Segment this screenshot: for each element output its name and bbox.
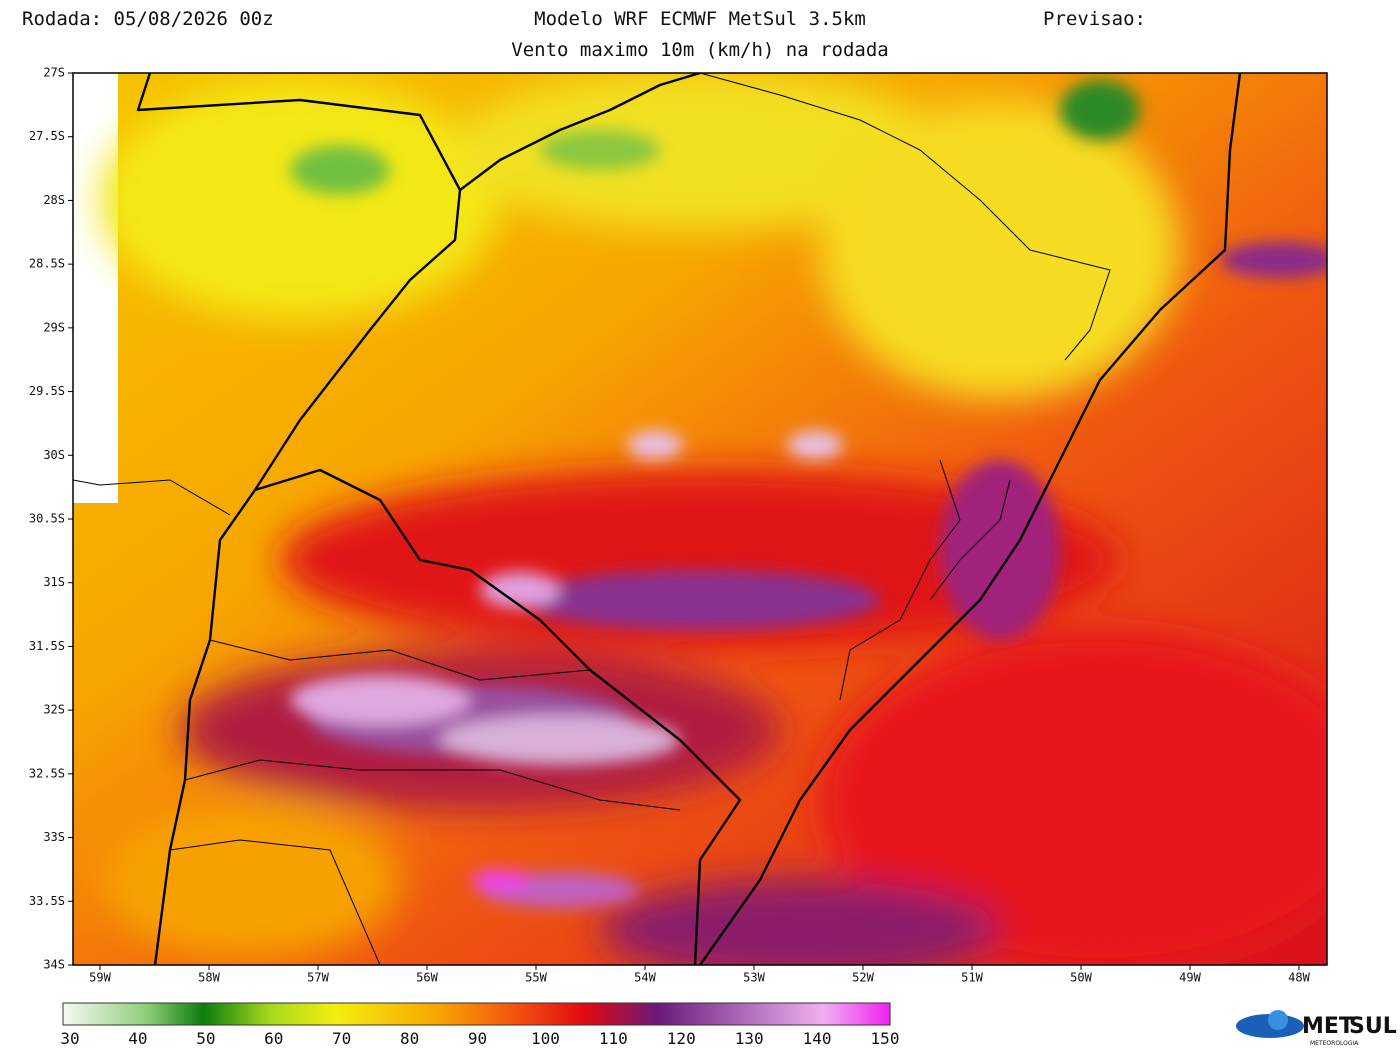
colorbar-label: 110 <box>599 1029 628 1048</box>
lon-label: 58W <box>198 971 220 985</box>
lon-label: 50W <box>1070 971 1092 985</box>
colorbar-label: 60 <box>264 1029 283 1048</box>
lat-label: 30S <box>43 448 65 462</box>
lon-label: 52W <box>852 971 874 985</box>
forecast-label: Previsao: <box>1043 8 1146 30</box>
lon-label: 54W <box>634 971 656 985</box>
lon-label: 48W <box>1288 971 1310 985</box>
lon-label: 53W <box>743 971 765 985</box>
colorbar-label: 130 <box>735 1029 764 1048</box>
latitude-labels: 27S 27.5S 28S 28.5S 29S 29.5S 30S 30.5S 31S 31.5S… <box>29 66 73 972</box>
lat-label: 32S <box>43 703 65 717</box>
colorbar-label: 70 <box>332 1029 351 1048</box>
lat-label: 27.5S <box>29 129 65 143</box>
logo-tagline: METEOROLOGIA <box>1310 1040 1359 1047</box>
lon-label: 57W <box>307 971 329 985</box>
lat-label: 27S <box>43 66 65 80</box>
lat-label: 28.5S <box>29 257 65 271</box>
lat-label: 31S <box>43 575 65 589</box>
subtitle: Vento maximo 10m (km/h) na rodada <box>511 39 889 61</box>
colorbar-label: 120 <box>667 1029 696 1048</box>
colorbar-label: 90 <box>468 1029 487 1048</box>
lon-label: 49W <box>1179 971 1201 985</box>
model-title: Modelo WRF ECMWF MetSul 3.5km <box>534 8 866 30</box>
lat-label: 31.5S <box>29 639 65 653</box>
colorbar-label: 150 <box>871 1029 900 1048</box>
colorbar-labels: 30 40 50 60 70 80 90 100 110 120 130 140 150 <box>60 1029 899 1048</box>
colorbar-label: 30 <box>60 1029 79 1048</box>
lon-label: 55W <box>525 971 547 985</box>
logo-met: MET <box>1302 1014 1354 1039</box>
colorbar-label: 100 <box>531 1029 560 1048</box>
lon-label: 56W <box>416 971 438 985</box>
colorbar-label: 140 <box>803 1029 832 1048</box>
lon-label: 51W <box>961 971 983 985</box>
colorbar <box>62 1002 891 1026</box>
lat-label: 30.5S <box>29 512 65 526</box>
logo-sul: SUL <box>1349 1014 1397 1039</box>
wind-field <box>73 73 1327 965</box>
lat-label: 29S <box>43 320 65 334</box>
colorbar-label: 50 <box>196 1029 215 1048</box>
colorbar-label: 80 <box>400 1029 419 1048</box>
lat-label: 34S <box>43 958 65 972</box>
lat-label: 33.5S <box>29 894 65 908</box>
lat-label: 29.5S <box>29 384 65 398</box>
logo: MET SUL METEOROLOGIA <box>1236 1010 1397 1047</box>
colorbar-label: 40 <box>128 1029 147 1048</box>
longitude-labels: 59W 58W 57W 56W 55W 54W 53W 52W 51W 50W 49W 48W <box>89 965 1311 985</box>
lat-label: 28S <box>43 193 65 207</box>
lat-label: 33S <box>43 830 65 844</box>
run-label: Rodada: 05/08/2026 00z <box>22 8 274 30</box>
lat-label: 32.5S <box>29 766 65 780</box>
lon-label: 59W <box>89 971 111 985</box>
